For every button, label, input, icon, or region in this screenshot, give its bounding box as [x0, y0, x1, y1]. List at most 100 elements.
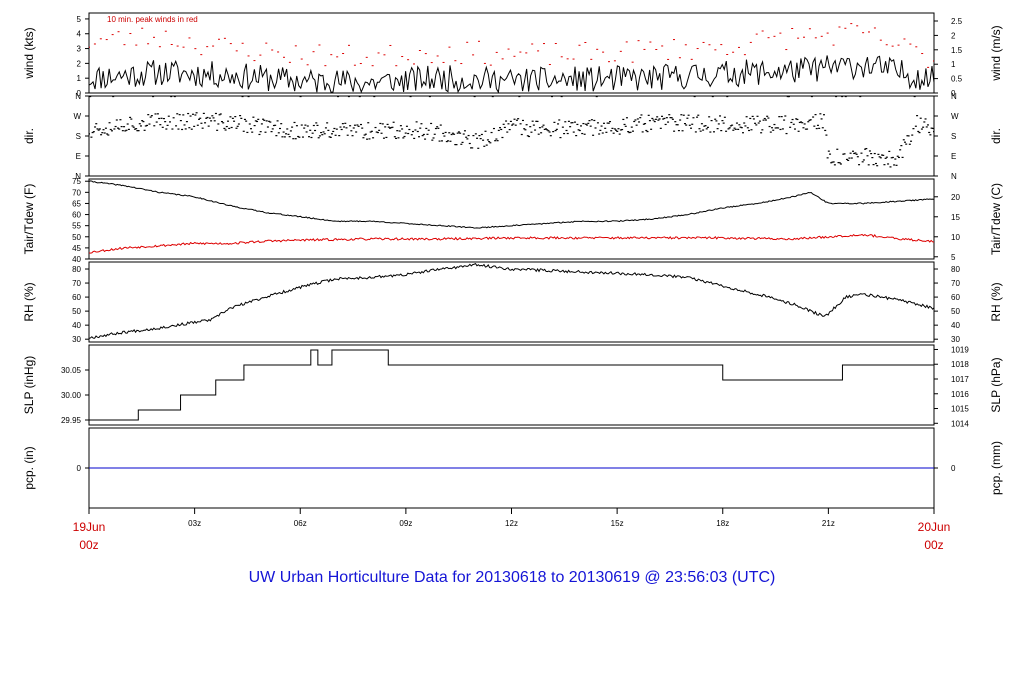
- direction-mark: [419, 127, 422, 129]
- direction-mark: [490, 131, 493, 134]
- direction-mark: [583, 133, 586, 135]
- direction-mark: [827, 150, 830, 152]
- direction-mark: [237, 123, 240, 125]
- direction-mark: [414, 129, 417, 131]
- direction-mark: [739, 126, 742, 128]
- direction-mark: [396, 130, 399, 132]
- ylabel-left: dir.: [22, 128, 36, 144]
- direction-mark: [900, 145, 903, 147]
- direction-mark: [565, 129, 568, 132]
- ylabel-left: wind (kts): [22, 27, 36, 79]
- direction-mark: [663, 117, 666, 120]
- direction-mark: [611, 127, 614, 129]
- direction-mark: [241, 96, 244, 98]
- direction-mark: [525, 124, 528, 126]
- direction-mark: [144, 125, 147, 127]
- direction-mark: [822, 114, 825, 116]
- direction-mark: [814, 114, 817, 116]
- direction-mark: [665, 117, 668, 119]
- direction-mark: [460, 143, 463, 145]
- direction-mark: [732, 129, 735, 131]
- direction-mark: [618, 133, 621, 135]
- direction-mark: [285, 133, 288, 135]
- direction-mark: [586, 124, 589, 126]
- direction-mark: [443, 135, 446, 137]
- direction-mark: [131, 125, 134, 127]
- direction-mark: [171, 128, 174, 130]
- direction-mark: [100, 134, 103, 136]
- direction-mark: [485, 144, 488, 146]
- direction-mark: [884, 157, 887, 159]
- direction-mark: [282, 131, 285, 133]
- direction-mark: [332, 130, 335, 133]
- direction-mark: [720, 129, 723, 132]
- direction-mark: [895, 164, 898, 166]
- direction-mark: [149, 116, 152, 118]
- direction-mark: [185, 121, 188, 123]
- direction-mark: [926, 124, 929, 126]
- direction-mark: [879, 157, 882, 159]
- direction-mark: [777, 127, 780, 129]
- direction-mark: [881, 154, 884, 156]
- direction-mark: [686, 117, 689, 119]
- right-tick-label: N: [951, 92, 957, 101]
- direction-mark: [334, 134, 337, 136]
- ylabel-right: pcp. (mm): [989, 441, 1003, 495]
- direction-mark: [451, 132, 454, 134]
- direction-mark: [492, 127, 495, 130]
- direction-mark: [933, 131, 934, 133]
- direction-mark: [422, 133, 425, 136]
- direction-mark: [139, 125, 142, 127]
- direction-mark: [833, 164, 836, 166]
- direction-mark: [903, 141, 906, 143]
- direction-mark: [837, 161, 840, 164]
- direction-mark: [679, 119, 682, 121]
- direction-mark: [653, 121, 656, 123]
- right-tick-label: 2: [951, 31, 956, 40]
- left-tick-label: 65: [72, 199, 81, 208]
- direction-mark: [806, 128, 809, 130]
- direction-mark: [588, 120, 591, 122]
- direction-mark: [164, 121, 167, 123]
- direction-mark: [409, 96, 412, 98]
- direction-mark: [497, 129, 500, 132]
- direction-mark: [289, 130, 292, 132]
- direction-mark: [648, 120, 651, 122]
- direction-mark: [711, 96, 714, 98]
- direction-mark: [561, 126, 564, 128]
- direction-mark: [609, 120, 612, 123]
- direction-mark: [205, 117, 208, 119]
- direction-mark: [293, 121, 296, 124]
- direction-mark: [554, 129, 557, 132]
- left-tick-label: 4: [77, 30, 82, 39]
- direction-mark: [677, 129, 680, 132]
- direction-mark: [560, 96, 563, 98]
- start-time-label: 00z: [79, 538, 98, 552]
- x-tick-label: 06z: [294, 519, 307, 528]
- direction-mark: [721, 120, 724, 122]
- direction-mark: [154, 113, 157, 115]
- direction-mark: [719, 115, 722, 117]
- direction-mark: [103, 132, 106, 134]
- direction-mark: [465, 136, 468, 138]
- direction-mark: [888, 150, 891, 153]
- direction-mark: [301, 136, 304, 138]
- direction-mark: [810, 96, 813, 98]
- right-tick-label: W: [951, 112, 959, 121]
- direction-mark: [358, 96, 361, 98]
- direction-mark: [521, 119, 524, 122]
- left-tick-label: 30.05: [61, 366, 82, 375]
- direction-mark: [308, 136, 311, 138]
- direction-mark: [826, 157, 829, 159]
- series-dir-0: [89, 96, 934, 168]
- direction-mark: [878, 156, 881, 158]
- direction-mark: [580, 125, 583, 127]
- direction-mark: [624, 125, 627, 127]
- direction-mark: [251, 131, 254, 133]
- direction-mark: [488, 141, 491, 143]
- direction-mark: [700, 123, 703, 125]
- direction-mark: [577, 129, 580, 131]
- direction-mark: [170, 96, 173, 98]
- direction-mark: [902, 139, 905, 141]
- left-tick-label: 60: [72, 293, 81, 302]
